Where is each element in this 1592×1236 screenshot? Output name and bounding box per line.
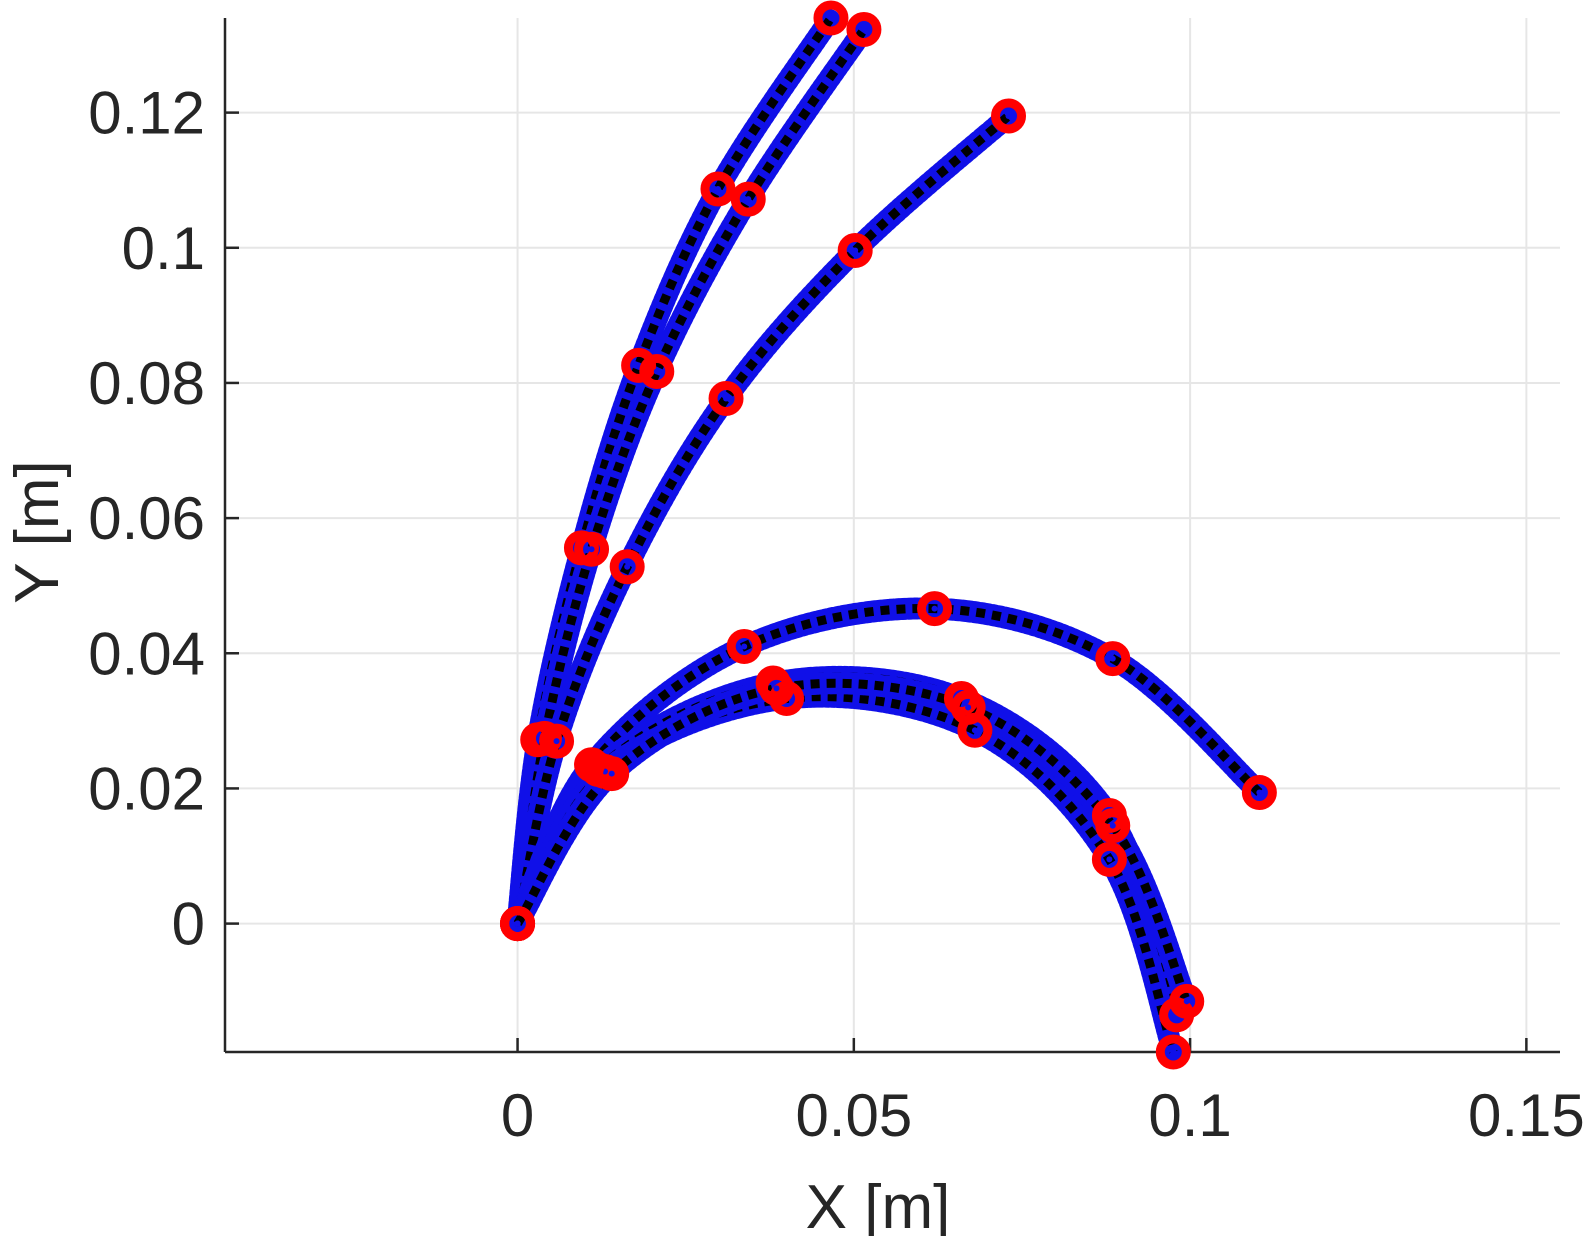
y-tick-labels: 0 0.02 0.04 0.06 0.08 0.1 0.12: [88, 80, 205, 958]
series-2-marker-5: [991, 98, 1027, 134]
series-6-marker-center-3: [965, 704, 972, 711]
series-2-marker-center-4: [852, 247, 859, 254]
series-1-marker-center-3: [653, 368, 660, 375]
y-tick-label-1: 0.02: [88, 755, 205, 822]
axes: [223, 18, 1560, 1054]
series-3-marker-2: [726, 629, 762, 665]
grid: [225, 18, 1560, 1052]
series-6-marker-4: [1095, 808, 1131, 844]
series-5-trajectory: [506, 685, 1185, 1063]
series-0-marker-5: [813, 0, 849, 36]
series-6-marker-center-0: [514, 920, 521, 927]
x-tick-label-0: 0: [501, 1082, 534, 1149]
series-0-marker-4: [700, 171, 736, 207]
y-tick-label-4: 0.08: [88, 350, 205, 417]
series-1-marker-5: [846, 11, 882, 47]
series-3-marker-center-3: [931, 605, 938, 612]
y-tick-label-3: 0.06: [88, 485, 205, 552]
x-tick-labels: 0 0.05 0.1 0.15: [501, 1082, 1585, 1149]
series-5-marker-center-4: [1106, 856, 1113, 863]
series-2-marker-3: [708, 380, 744, 416]
series-1-marker-4: [730, 181, 766, 217]
series-4-marker-center-2: [770, 680, 777, 687]
y-tick-label-2: 0.04: [88, 620, 205, 687]
series-3-marker-center-4: [1109, 655, 1116, 662]
series-1-marker-center-4: [745, 196, 752, 203]
series-1-marker-center-5: [860, 26, 867, 33]
y-tick-label-0: 0: [172, 891, 205, 958]
series-2-marker-4: [837, 232, 873, 268]
series-3-marker-center-2: [741, 643, 748, 650]
series-6-marker-2: [758, 670, 794, 706]
x-tick-label-2: 0.1: [1148, 1082, 1231, 1149]
series-2-marker-1: [539, 723, 575, 759]
series-3-marker-5: [1241, 774, 1277, 810]
series-3-marker-3: [917, 591, 953, 627]
y-tick-label-6: 0.12: [88, 80, 205, 147]
series-6-reference: [513, 678, 1191, 1004]
y-axis-label: Y [m]: [3, 460, 72, 604]
series-5-marker-4: [1091, 841, 1127, 877]
series-5-marker-5: [1155, 1034, 1191, 1070]
series-2-marker-center-3: [723, 395, 730, 402]
series-1-marker-2: [574, 531, 610, 567]
series-2-marker-center-5: [1005, 112, 1012, 119]
x-axis-label: X [m]: [806, 1173, 951, 1236]
series-0-marker-center-5: [827, 15, 834, 21]
series-6-marker-center-1: [608, 770, 615, 777]
series-5-reference: [513, 692, 1178, 1054]
series-2-marker-center-2: [624, 563, 631, 570]
series-5-marker-center-5: [1170, 1049, 1177, 1055]
series-6-marker-3: [950, 689, 986, 725]
series-3-marker-4: [1095, 641, 1131, 677]
series-1-marker-3: [639, 353, 675, 389]
series-0-marker-3: [621, 347, 657, 383]
y-tick-label-5: 0.1: [122, 215, 205, 282]
series-6-marker-0: [500, 906, 536, 942]
series-2-reference: [513, 112, 1012, 925]
series-2-marker-2: [609, 549, 645, 585]
series-6-marker-5: [1169, 983, 1205, 1019]
series-5-marker-center-3: [971, 727, 978, 734]
series-3-marker-center-5: [1256, 789, 1263, 796]
series-6-marker-center-4: [1109, 822, 1116, 829]
series-6-marker-center-5: [1183, 998, 1190, 1005]
marker-group: [500, 0, 1277, 1070]
series-2-marker-center-1: [553, 738, 560, 745]
series-group: [506, 7, 1271, 1063]
series-6-marker-center-2: [773, 685, 780, 692]
x-tick-label-1: 0.05: [795, 1082, 912, 1149]
x-tick-label-3: 0.15: [1468, 1082, 1585, 1149]
series-1-marker-center-2: [588, 546, 595, 553]
series-0-marker-center-4: [714, 185, 721, 192]
series-6-marker-1: [594, 756, 630, 792]
